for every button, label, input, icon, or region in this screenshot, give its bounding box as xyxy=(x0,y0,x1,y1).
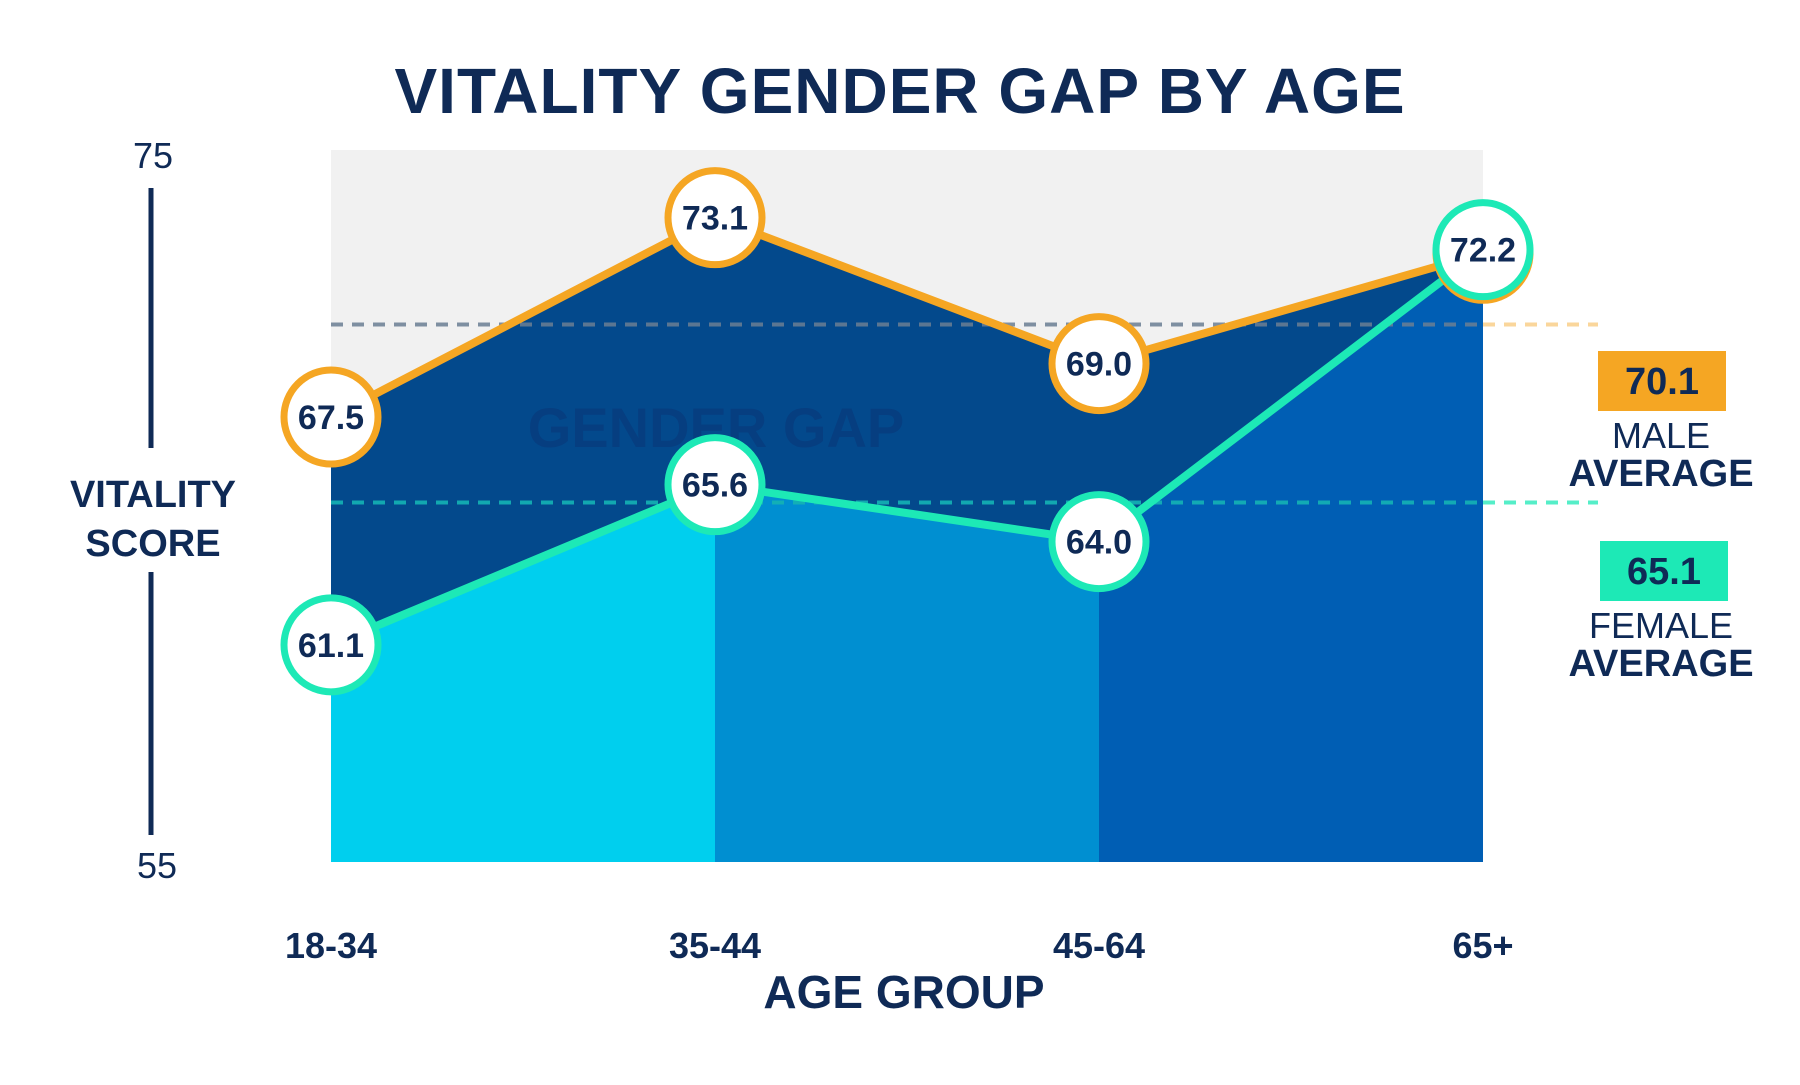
x-tick-label: 35-44 xyxy=(669,925,761,966)
female-data-label: 72.2 xyxy=(1450,232,1516,270)
y-axis-label-line1: VITALITY xyxy=(70,474,236,516)
male-series-line xyxy=(329,213,1485,421)
female-average-word2: AVERAGE xyxy=(1568,643,1753,685)
y-axis-label-line2: SCORE xyxy=(85,523,220,565)
male-average-word1: MALE xyxy=(1612,415,1710,456)
female-data-label: 61.1 xyxy=(298,627,364,665)
female-average-badge xyxy=(1600,541,1728,601)
male-average-badge xyxy=(1598,351,1726,411)
plot-area: GENDER GAP67.573.169.072.161.165.664.072… xyxy=(280,150,1728,966)
female-data-label: 65.6 xyxy=(682,467,748,505)
x-tick-label: 18-34 xyxy=(285,925,377,966)
female-data-point xyxy=(1432,199,1534,301)
male-data-label: 69.0 xyxy=(1066,346,1132,384)
male-average-word2: AVERAGE xyxy=(1568,453,1753,495)
female-average-value: 65.1 xyxy=(1627,551,1701,593)
y-axis-min-label: 55 xyxy=(137,845,177,886)
y-axis-max-label: 75 xyxy=(133,135,173,176)
female-area-segment xyxy=(331,484,715,862)
female-series-line xyxy=(329,246,1486,649)
male-data-point xyxy=(1048,313,1150,415)
male-data-point xyxy=(664,167,766,269)
female-area-segment xyxy=(1099,249,1483,862)
male-data-label: 67.5 xyxy=(298,399,364,437)
female-area-segment xyxy=(715,484,1099,862)
female-data-point xyxy=(1048,491,1150,593)
x-axis-title: AGE GROUP xyxy=(763,966,1044,1018)
male-data-point xyxy=(280,366,382,468)
x-tick-label: 45-64 xyxy=(1053,925,1145,966)
female-data-label: 64.0 xyxy=(1066,524,1132,562)
male-data-label: 73.1 xyxy=(682,200,748,238)
female-data-point xyxy=(664,434,766,536)
female-data-point xyxy=(280,594,382,696)
female-average-word1: FEMALE xyxy=(1589,605,1733,646)
male-average-value: 70.1 xyxy=(1625,361,1699,403)
x-tick-label: 65+ xyxy=(1452,925,1513,966)
chart-title: VITALITY GENDER GAP BY AGE xyxy=(394,55,1405,127)
